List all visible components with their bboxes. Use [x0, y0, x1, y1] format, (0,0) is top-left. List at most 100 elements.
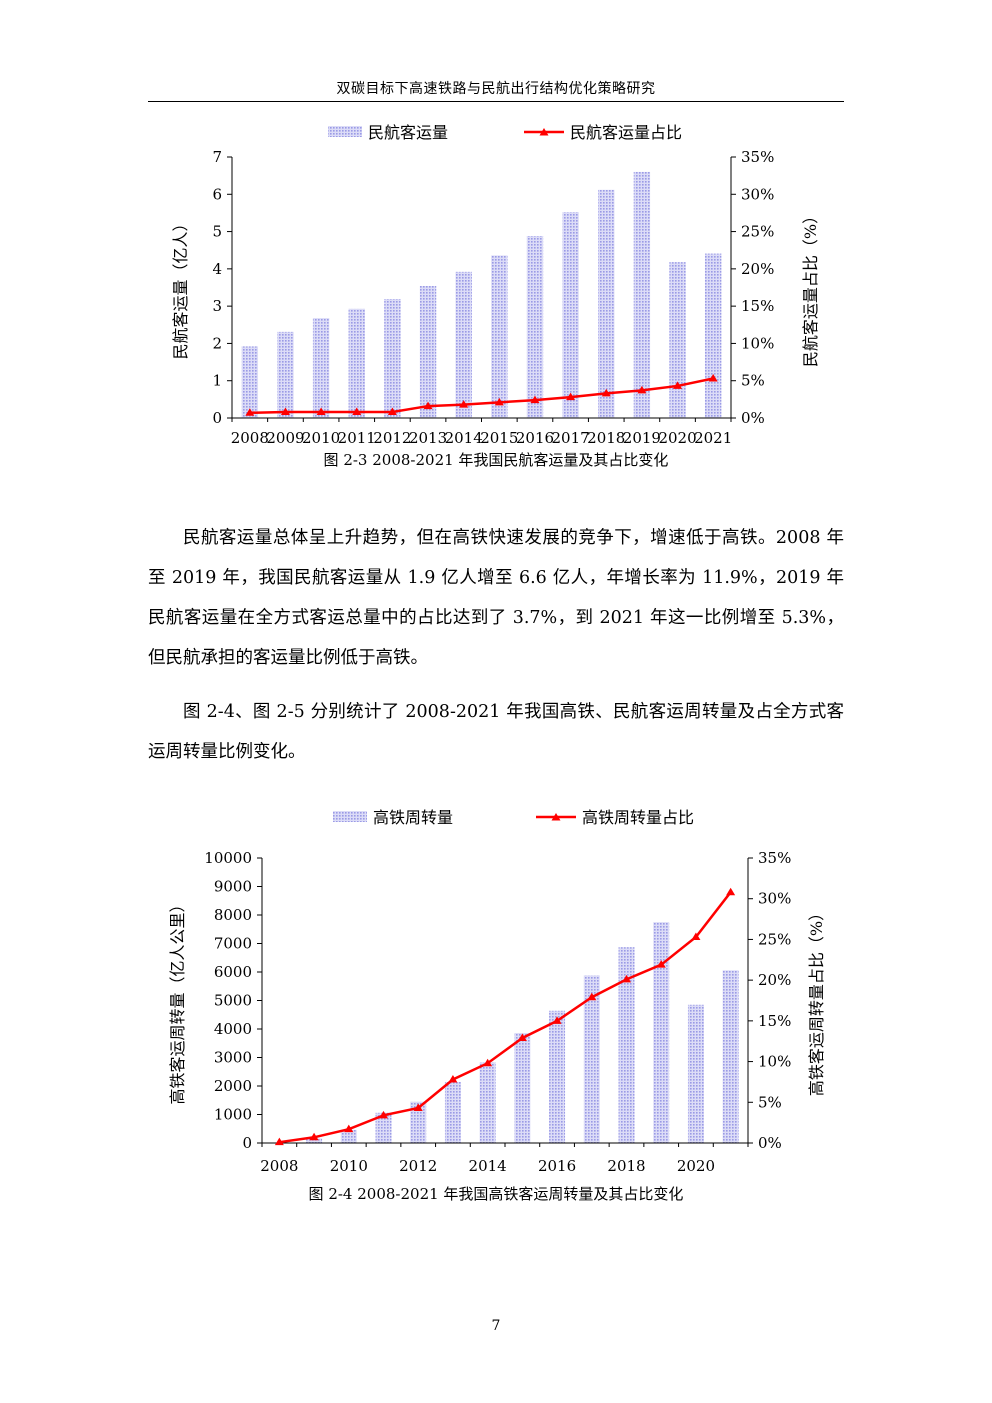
bar-2014: [479, 1062, 496, 1143]
bar-2009: [277, 331, 294, 418]
right-tick-label: 35%: [758, 849, 791, 867]
line-point-2009: [309, 1132, 319, 1141]
line-point-2010: [316, 407, 326, 416]
bar-2015: [491, 255, 508, 418]
bar-2016: [526, 236, 544, 418]
right-tick-label: 15%: [741, 297, 774, 315]
bar-2012: [384, 299, 401, 418]
bar-2021: [722, 970, 739, 1143]
legend-line-marker: [539, 128, 549, 136]
x-tick-label-2021: 2021: [694, 429, 732, 447]
left-tick-label: 2000: [214, 1077, 252, 1095]
body-paragraph-1: 民航客运量总体呈上升趋势，但在高铁快速发展的竞争下，增速低于高铁。2008 年至…: [148, 528, 844, 668]
bar-2011: [348, 308, 365, 418]
running-header: 双碳目标下高速铁路与民航出行结构优化策略研究: [336, 81, 656, 97]
right-tick-label: 5%: [758, 1093, 782, 1111]
bar-2014: [455, 271, 472, 418]
line-point-2018: [622, 974, 631, 983]
left-tick-label: 3000: [214, 1049, 252, 1067]
right-tick-label: 0%: [758, 1134, 782, 1152]
right-axis-title: 高铁客运周转量占比（%）: [807, 905, 826, 1096]
line-series: [249, 377, 714, 415]
line-point-2008: [274, 1137, 284, 1146]
bar-2020: [669, 262, 686, 418]
line-point-2009: [280, 407, 290, 416]
line-point-2017: [587, 992, 597, 1001]
x-tick-label-2012: 2012: [373, 429, 411, 447]
x-tick-label-2020: 2020: [677, 1157, 715, 1175]
x-tick-label-2012: 2012: [399, 1157, 437, 1175]
line-series: [279, 891, 732, 1144]
x-tick-label-2014: 2014: [445, 429, 483, 447]
x-tick-label-2011: 2011: [338, 429, 376, 447]
bar-2020: [687, 1004, 704, 1143]
left-tick-label: 10000: [204, 849, 252, 867]
left-tick-label: 7: [212, 148, 222, 166]
figure-2-4-caption: 图 2-4 2008-2021 年我国高铁客运周转量及其占比变化: [308, 1185, 684, 1203]
line-point-2017: [566, 392, 576, 401]
line-point-2008: [245, 408, 255, 416]
bar-2019: [653, 922, 670, 1143]
left-axis-title: 高铁客运周转量（亿人公里）: [168, 896, 187, 1104]
right-tick-label: 15%: [758, 1012, 791, 1030]
bar-2017: [562, 212, 579, 418]
x-tick-label-2013: 2013: [409, 429, 447, 447]
left-tick-label: 7000: [214, 935, 252, 953]
chart-civil-aviation-passenger-volume: 民航客运量 民航客运量占比 0 1 2 3 4 5 6 7 0% 5% 10% 15% 20% 25% 30% 3…: [171, 123, 820, 447]
legend-line-marker: [551, 813, 561, 821]
body-paragraph-2: 图 2-4、图 2-5 分别统计了 2008-2021 年我国高铁、民航客运周转…: [148, 702, 844, 762]
page-number: 7: [491, 1318, 501, 1334]
legend-bar-label: 民航客运量: [368, 123, 448, 142]
x-tick-label-2020: 2020: [658, 429, 696, 447]
left-tick-label: 2: [212, 334, 222, 352]
line-point-2021: [726, 887, 736, 896]
line-point-2020: [673, 381, 683, 389]
bar-2019: [633, 171, 651, 418]
line-point-2021: [708, 373, 718, 382]
right-tick-label: 10%: [741, 334, 774, 352]
left-tick-label: 8000: [214, 906, 252, 924]
header-rule: [148, 101, 844, 102]
chart-high-speed-rail-turnover: 高铁周转量 高铁周转量占比 0 1000 2000 3000 4000 5000 6000 700…: [168, 808, 826, 1175]
bar-2008: [241, 346, 259, 418]
line-point-2020: [691, 932, 701, 940]
x-tick-label-2016: 2016: [538, 1157, 576, 1175]
left-tick-label: 9000: [214, 878, 252, 896]
right-tick-label: 30%: [758, 890, 791, 908]
right-tick-label: 20%: [741, 260, 774, 278]
right-tick-label: 0%: [741, 409, 765, 427]
line-point-2014: [483, 1058, 493, 1067]
left-axis-title: 民航客运量（亿人）: [171, 215, 190, 359]
right-tick-label: 5%: [741, 372, 765, 390]
legend-bar-label: 高铁周转量: [373, 808, 453, 827]
x-tick-label-2009: 2009: [266, 429, 304, 447]
x-tick-label-2008: 2008: [231, 429, 269, 447]
x-tick-label-2014: 2014: [469, 1157, 507, 1175]
left-tick-label: 5000: [214, 992, 252, 1010]
bar-2017: [583, 975, 600, 1143]
left-tick-label: 1000: [214, 1106, 252, 1124]
x-tick-label-2016: 2016: [516, 429, 554, 447]
bar-2012: [410, 1101, 427, 1143]
line-point-2016: [552, 1016, 562, 1024]
left-tick-label: 1: [212, 372, 222, 390]
line-point-2018: [601, 388, 611, 397]
right-tick-label: 20%: [758, 971, 791, 989]
bar-2015: [514, 1032, 531, 1143]
x-tick-label-2019: 2019: [623, 429, 661, 447]
line-point-2012: [387, 407, 397, 416]
line-point-2014: [459, 400, 469, 408]
x-tick-label-2010: 2010: [330, 1157, 368, 1175]
x-tick-label-2018: 2018: [607, 1157, 645, 1175]
left-tick-label: 0: [242, 1134, 252, 1152]
left-tick-label: 0: [212, 409, 222, 427]
left-tick-label: 6000: [214, 963, 252, 981]
legend-line-label: 高铁周转量占比: [582, 808, 694, 827]
line-point-2012: [413, 1103, 423, 1111]
left-tick-label: 4000: [214, 1020, 252, 1038]
x-tick-label-2010: 2010: [302, 429, 340, 447]
line-point-2013: [423, 401, 433, 410]
right-tick-label: 30%: [741, 185, 774, 203]
bar-2018: [618, 947, 635, 1143]
bar-2018: [598, 189, 615, 418]
